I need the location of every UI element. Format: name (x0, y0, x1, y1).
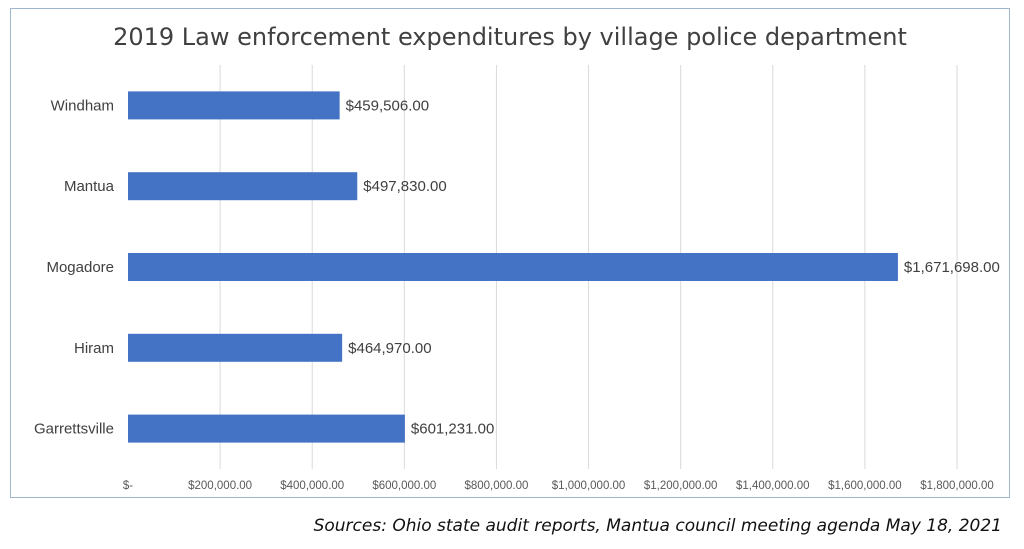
x-tick-label: $200,000.00 (188, 480, 252, 492)
chart-title: 2019 Law enforcement expenditures by vil… (113, 23, 907, 51)
data-label: $459,506.00 (346, 97, 429, 114)
bar-windham (128, 91, 340, 120)
bar-mantua (128, 172, 358, 201)
chart-frame: 2019 Law enforcement expenditures by vil… (10, 8, 1010, 498)
data-label: $1,671,698.00 (904, 259, 1000, 276)
category-label: Windham (51, 97, 114, 114)
x-tick-label: $1,200,000.00 (644, 480, 718, 492)
x-tick-label: $1,400,000.00 (736, 480, 810, 492)
x-tick-label: $400,000.00 (280, 480, 344, 492)
x-tick-label: $- (123, 480, 133, 492)
data-label: $497,830.00 (363, 178, 446, 195)
bar-hiram (128, 333, 343, 362)
bar-mogadore (128, 253, 898, 281)
category-label: Mantua (64, 178, 115, 195)
source-note: Sources: Ohio state audit reports, Mantu… (313, 516, 1002, 536)
x-tick-label: $600,000.00 (372, 480, 436, 492)
category-label: Mogadore (46, 259, 114, 276)
bar-garrettsville (128, 414, 405, 443)
bar-chart: $- $200,000.00 $400,000.00 $600,000.00 $800,… (34, 65, 1000, 492)
category-label: Garrettsville (34, 421, 114, 438)
x-tick-label: $1,600,000.00 (828, 480, 902, 492)
x-tick-label: $1,000,000.00 (552, 480, 626, 492)
category-label: Hiram (74, 340, 114, 357)
data-label: $464,970.00 (348, 340, 431, 357)
x-tick-label: $1,800,000.00 (920, 480, 994, 492)
data-label: $601,231.00 (411, 421, 494, 438)
x-tick-label: $800,000.00 (464, 480, 528, 492)
